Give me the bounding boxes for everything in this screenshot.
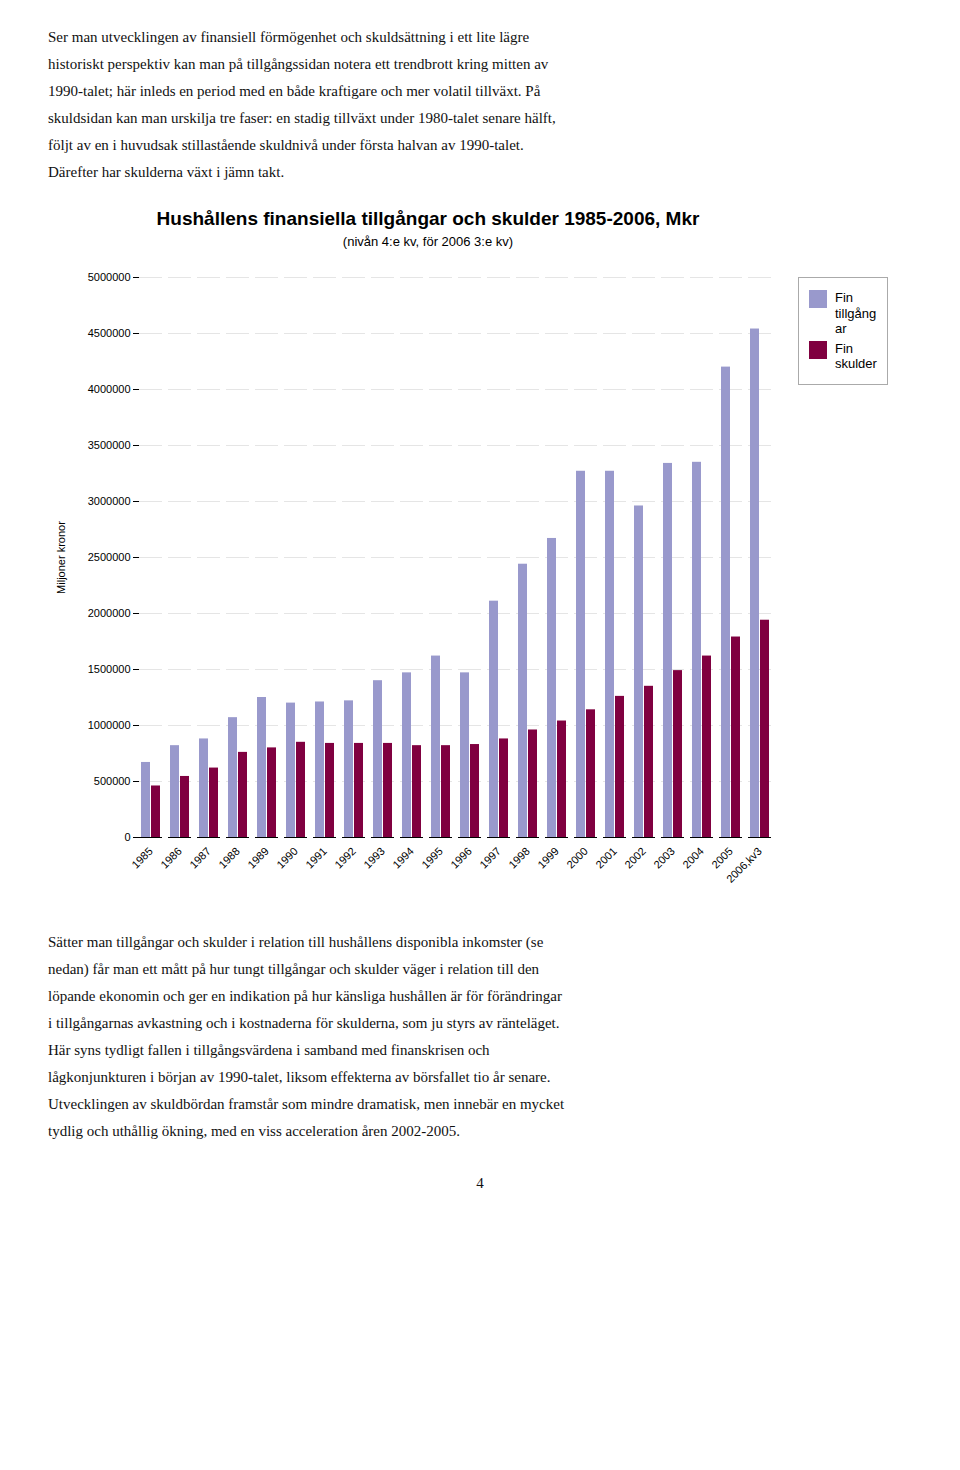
svg-text:1991: 1991 [303,845,329,871]
svg-text:2000000: 2000000 [88,607,131,619]
svg-text:1986: 1986 [158,845,184,871]
html-text:löpande ekonomin och ger en in: löpande ekonomin och ger en indikation p… [48,988,562,1004]
html-text:nedan) får man ett mått på hur: nedan) får man ett mått på hur tungt til… [48,961,540,977]
html-text:tydlig och uthållig ökning, me: tydlig och uthållig ökning, med en viss … [48,1123,460,1139]
svg-text:2004: 2004 [680,845,706,871]
svg-text:1988: 1988 [216,845,242,871]
svg-text:2001: 2001 [593,845,619,871]
svg-text:1997: 1997 [477,845,503,871]
svg-text:3000000: 3000000 [88,495,131,507]
svg-text:4500000: 4500000 [88,327,131,339]
svg-text:500000: 500000 [94,775,131,787]
html-text:Sätter man tillgångar och skul: Sätter man tillgångar och skulder i rela… [48,934,544,950]
svg-text:1999: 1999 [535,845,561,871]
svg-text:1998: 1998 [506,845,532,871]
svg-text:2003: 2003 [651,845,677,871]
html-text:Utvecklingen av skuldbördan fr: Utvecklingen av skuldbördan framstår som… [48,1096,565,1112]
svg-text:1996: 1996 [448,845,474,871]
html-text:(nivån 4:e kv, för 2006 3:e kv: (nivån 4:e kv, för 2006 3:e kv) [342,234,514,249]
svg-text:2005: 2005 [709,845,735,871]
svg-text:4000000: 4000000 [88,383,131,395]
html-text:Ser man utvecklingen av finans: Ser man utvecklingen av finansiell förmö… [48,29,556,180]
svg-text:1990: 1990 [274,845,300,871]
svg-text:1995: 1995 [419,845,445,871]
svg-text:2500000: 2500000 [88,551,131,563]
svg-text:1989: 1989 [245,845,271,871]
html-text:Fin skulder: Fin skulder [835,340,877,372]
svg-text:1992: 1992 [332,845,358,871]
svg-text:1500000: 1500000 [88,663,131,675]
html-text:Fin tillgång ar: Fin tillgång ar [835,290,877,337]
svg-text:1993: 1993 [361,845,387,871]
svg-text:1994: 1994 [390,845,416,871]
svg-text:2002: 2002 [622,845,648,871]
svg-text:Miljoner kronor: Miljoner kronor [55,521,67,594]
html-text:i tillgångarnas avkastning och: i tillgångarnas avkastning och i kostnad… [48,1015,560,1031]
html-text:lågkonjunkturen i början av 19: lågkonjunkturen i början av 1990-talet, … [48,1069,551,1085]
svg-text:5000000: 5000000 [88,271,131,283]
svg-text:3500000: 3500000 [88,439,131,451]
html-text:Hushållens finansiella tillgån: Hushållens finansiella tillgångar och sk… [156,208,700,229]
html-text:Här syns tydligt fallen i till: Här syns tydligt fallen i tillgångsvärde… [48,1042,490,1058]
svg-text:2006,kv3: 2006,kv3 [724,845,764,885]
svg-text:0: 0 [124,831,130,843]
svg-text:2000: 2000 [564,845,590,871]
svg-text:1987: 1987 [187,845,213,871]
html-text:4: 4 [476,1175,484,1191]
svg-text:1000000: 1000000 [88,719,131,731]
svg-text:1985: 1985 [129,845,155,871]
